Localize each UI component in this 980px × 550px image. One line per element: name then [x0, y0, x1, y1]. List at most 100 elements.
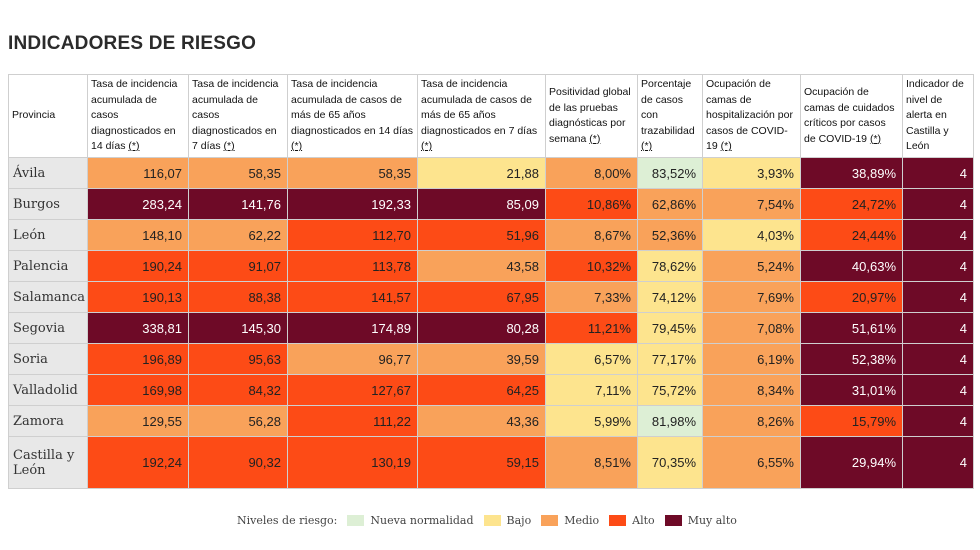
indicator-cell: 95,63 — [188, 343, 288, 375]
indicator-cell: 20,97% — [800, 281, 903, 313]
table-row: Segovia 338,81 145,30 174,89 80,28 11,21% 79,4… — [8, 312, 974, 344]
column-header: Tasa de incidencia acumulada de casos di… — [87, 74, 189, 158]
info-asterisk-link[interactable]: (*) — [641, 140, 653, 153]
column-header: Tasa de incidencia acumulada de casos di… — [188, 74, 288, 158]
legend-swatch — [664, 515, 682, 526]
column-header: Tasa de incidencia acumulada de casos de… — [287, 74, 418, 158]
column-header: Provincia — [8, 74, 88, 158]
indicator-cell: 5,24% — [702, 250, 801, 282]
indicator-cell: 78,62% — [637, 250, 703, 282]
indicator-cell: 127,67 — [287, 374, 418, 406]
table-row: Soria 196,89 95,63 96,77 39,59 6,57% 77,17% 6,1… — [8, 343, 974, 375]
column-header-text: Positividad global de las pruebas diagnó… — [549, 86, 631, 145]
column-header-text: Provincia — [12, 109, 56, 122]
info-asterisk-link[interactable]: (*) — [869, 132, 882, 145]
indicator-cell: 51,61% — [800, 312, 903, 344]
indicator-cell: 4 — [902, 188, 974, 220]
indicator-cell: 7,69% — [702, 281, 801, 313]
indicator-cell: 7,11% — [545, 374, 638, 406]
info-asterisk-link[interactable]: (*) — [291, 140, 303, 153]
indicator-cell: 29,94% — [800, 436, 903, 489]
info-asterisk-link[interactable]: (*) — [720, 140, 732, 153]
indicator-cell: 43,36 — [417, 405, 546, 437]
indicator-cell: 90,32 — [188, 436, 288, 489]
legend-item-label: Muy alto — [687, 514, 737, 527]
legend-item-label: Alto — [632, 514, 655, 527]
indicator-cell: 4 — [902, 157, 974, 189]
legend-item-alto: Alto — [609, 514, 655, 527]
legend-swatch — [541, 515, 559, 526]
indicator-cell: 111,22 — [287, 405, 418, 437]
legend-item-muyalto: Muy alto — [664, 514, 737, 527]
indicator-cell: 62,22 — [188, 219, 288, 251]
province-cell: Valladolid — [8, 374, 88, 406]
indicator-cell: 88,38 — [188, 281, 288, 313]
indicator-cell: 283,24 — [87, 188, 189, 220]
province-cell: Ávila — [8, 157, 88, 189]
indicator-cell: 4 — [902, 312, 974, 344]
indicator-cell: 91,07 — [188, 250, 288, 282]
indicator-cell: 58,35 — [188, 157, 288, 189]
page-title: INDICADORES DE RIESGO — [8, 33, 257, 54]
indicator-cell: 8,67% — [545, 219, 638, 251]
column-header: Ocupación de camas de cuidados críticos … — [800, 74, 903, 158]
indicator-cell: 4 — [902, 405, 974, 437]
column-header-text: Ocupación de camas de hospitalización po… — [706, 78, 793, 153]
indicator-cell: 58,35 — [287, 157, 418, 189]
indicator-cell: 62,86% — [637, 188, 703, 220]
indicator-cell: 40,63% — [800, 250, 903, 282]
table-row: Ávila 116,07 58,35 58,35 21,88 8,00% 83,52% 3,9… — [8, 157, 974, 189]
indicator-cell: 129,55 — [87, 405, 189, 437]
indicator-cell: 6,57% — [545, 343, 638, 375]
indicator-cell: 4 — [902, 219, 974, 251]
province-cell: Soria — [8, 343, 88, 375]
legend-label: Niveles de riesgo: — [237, 514, 338, 527]
indicator-cell: 11,21% — [545, 312, 638, 344]
indicator-cell: 7,33% — [545, 281, 638, 313]
table-header-row: Provincia Tasa de incidencia acumulada de… — [8, 74, 974, 158]
indicator-cell: 96,77 — [287, 343, 418, 375]
indicator-cell: 192,33 — [287, 188, 418, 220]
indicator-cell: 24,44% — [800, 219, 903, 251]
column-header-text: Porcentaje de casos con trazabilidad — [641, 78, 695, 137]
info-asterisk-link[interactable]: (*) — [421, 140, 433, 153]
indicator-cell: 31,01% — [800, 374, 903, 406]
indicator-cell: 59,15 — [417, 436, 546, 489]
legend-item-bajo: Bajo — [483, 514, 531, 527]
indicator-cell: 38,89% — [800, 157, 903, 189]
column-header: Positividad global de las pruebas diagnó… — [545, 74, 638, 158]
indicator-cell: 116,07 — [87, 157, 189, 189]
indicator-cell: 83,52% — [637, 157, 703, 189]
indicator-cell: 85,09 — [417, 188, 546, 220]
info-asterisk-link[interactable]: (*) — [589, 132, 601, 145]
province-cell: Castilla y León — [8, 436, 88, 489]
indicator-cell: 130,19 — [287, 436, 418, 489]
info-asterisk-link[interactable]: (*) — [128, 140, 140, 153]
indicator-cell: 21,88 — [417, 157, 546, 189]
table-body: Ávila 116,07 58,35 58,35 21,88 8,00% 83,52% 3,9… — [8, 157, 974, 489]
column-header: Ocupación de camas de hospitalización po… — [702, 74, 801, 158]
indicator-cell: 43,58 — [417, 250, 546, 282]
legend-item-label: Medio — [564, 514, 600, 527]
indicator-cell: 4,03% — [702, 219, 801, 251]
province-cell: Zamora — [8, 405, 88, 437]
indicator-cell: 70,35% — [637, 436, 703, 489]
indicator-cell: 4 — [902, 250, 974, 282]
indicator-cell: 8,26% — [702, 405, 801, 437]
indicator-cell: 4 — [902, 343, 974, 375]
indicator-cell: 75,72% — [637, 374, 703, 406]
indicator-cell: 169,98 — [87, 374, 189, 406]
indicator-cell: 10,32% — [545, 250, 638, 282]
indicator-cell: 7,08% — [702, 312, 801, 344]
table-row: León 148,10 62,22 112,70 51,96 8,67% 52,36% 4,0… — [8, 219, 974, 251]
indicator-cell: 112,70 — [287, 219, 418, 251]
indicator-cell: 8,00% — [545, 157, 638, 189]
indicator-cell: 3,93% — [702, 157, 801, 189]
column-header-text: Tasa de incidencia acumulada de casos di… — [192, 78, 279, 153]
table-row: Burgos 283,24 141,76 192,33 85,09 10,86% 62,86… — [8, 188, 974, 220]
info-asterisk-link[interactable]: (*) — [223, 140, 235, 153]
indicator-cell: 141,76 — [188, 188, 288, 220]
column-header-text: Ocupación de camas de cuidados críticos … — [804, 86, 895, 145]
indicator-cell: 8,51% — [545, 436, 638, 489]
indicator-cell: 192,24 — [87, 436, 189, 489]
